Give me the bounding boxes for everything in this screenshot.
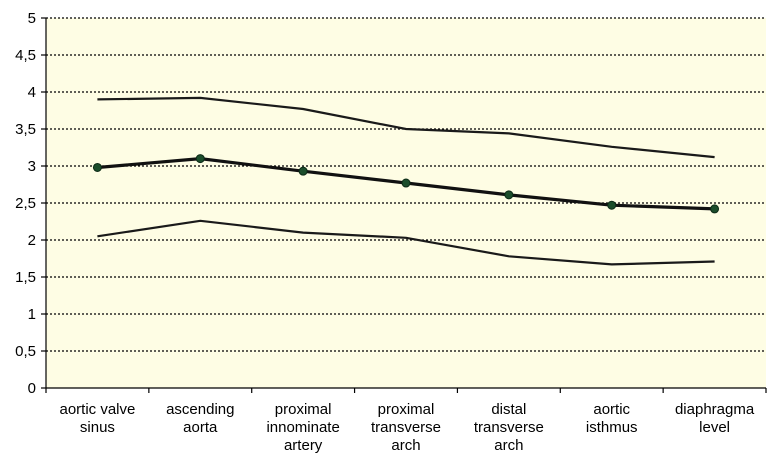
x-tick-labels: aortic valve sinus ascending aorta proximal i…	[59, 401, 754, 454]
y-tick-label: 2	[28, 232, 36, 249]
y-tick-label: 5	[28, 10, 36, 27]
x-tick-label: diaphragma level	[675, 401, 755, 436]
data-point	[195, 154, 205, 164]
axes	[41, 17, 767, 393]
y-tick-label: 0	[28, 380, 36, 397]
series-line-upper	[97, 96, 715, 159]
data-point	[504, 190, 514, 200]
data-point	[710, 204, 720, 214]
x-tick-label: ascending aorta	[166, 401, 234, 436]
x-tick-label: proximal transverse arch	[371, 401, 441, 454]
y-tick-label: 1	[28, 306, 36, 323]
data-point	[298, 166, 308, 176]
y-tick-label: 2,5	[15, 195, 36, 212]
y-tick-label: 3,5	[15, 121, 36, 138]
x-tick-label: aortic isthmus	[586, 401, 638, 436]
y-tick-label: 4	[28, 84, 36, 101]
grid-lines	[46, 17, 766, 352]
y-tick-label: 3	[28, 158, 36, 175]
series	[92, 96, 720, 266]
data-point	[92, 162, 102, 172]
x-tick-label: distal transverse arch	[474, 401, 544, 454]
x-tick-label: aortic valve sinus	[59, 401, 135, 436]
series-line-lower	[97, 219, 715, 266]
y-tick-label: 4,5	[15, 47, 36, 64]
y-tick-label: 1,5	[15, 269, 36, 286]
y-tick-labels: 0 0,5 1 1,5 2 2,5 3 3,5 4 4,5 5	[15, 10, 36, 397]
y-tick-label: 0,5	[15, 343, 36, 360]
data-point	[607, 200, 617, 210]
data-point	[401, 178, 411, 188]
x-tick-label: proximal innominate artery	[266, 401, 339, 454]
